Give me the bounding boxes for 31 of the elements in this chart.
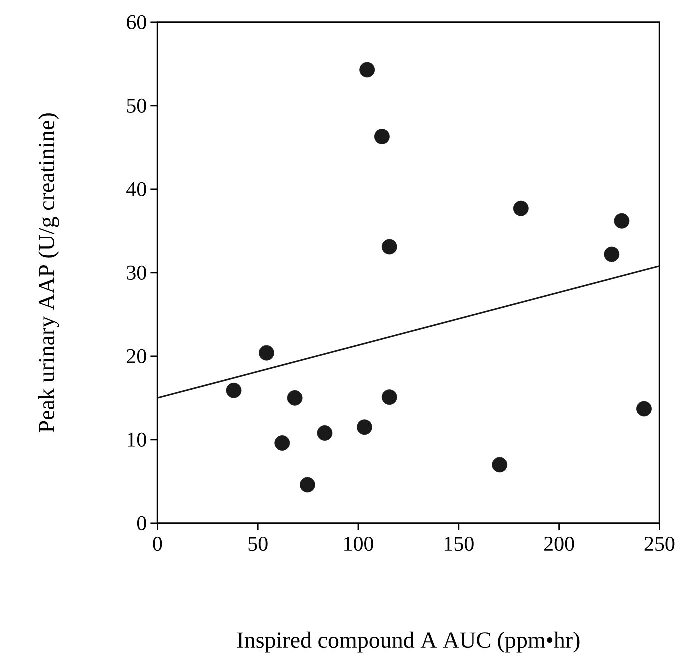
y-tick-label: 30	[127, 266, 146, 280]
point	[317, 426, 333, 441]
point	[513, 200, 529, 216]
point	[636, 401, 652, 417]
y-axis-title: Peak urinary AAP (U/g creatinine)	[38, 114, 60, 433]
point	[226, 382, 242, 398]
y-tick-label: 10	[128, 432, 146, 447]
point	[374, 129, 390, 144]
y-tick-label: 20	[127, 349, 146, 364]
y-tick-label: 40	[126, 182, 146, 196]
point	[614, 213, 630, 229]
point	[604, 246, 620, 262]
point	[274, 436, 290, 451]
x-axis-title: Inspired compound A AUC (ppm•hr)	[238, 632, 580, 653]
x-tick-label: 0	[153, 536, 162, 552]
point	[360, 62, 376, 78]
x-tick-label: 150	[445, 536, 474, 552]
x-tick-label: 100	[344, 536, 374, 552]
point	[259, 345, 274, 361]
x-tick-label: 50	[248, 536, 268, 552]
point	[357, 420, 372, 436]
x-tick-label: 200	[544, 536, 574, 552]
point	[382, 390, 398, 406]
x-tick-label: 250	[644, 536, 675, 552]
y-tick-label: 60	[127, 15, 146, 30]
point	[382, 239, 398, 255]
point	[287, 390, 303, 406]
point	[492, 457, 508, 473]
point	[300, 477, 316, 493]
y-tick-label: 0	[137, 516, 146, 530]
y-tick-label: 50	[127, 98, 146, 113]
